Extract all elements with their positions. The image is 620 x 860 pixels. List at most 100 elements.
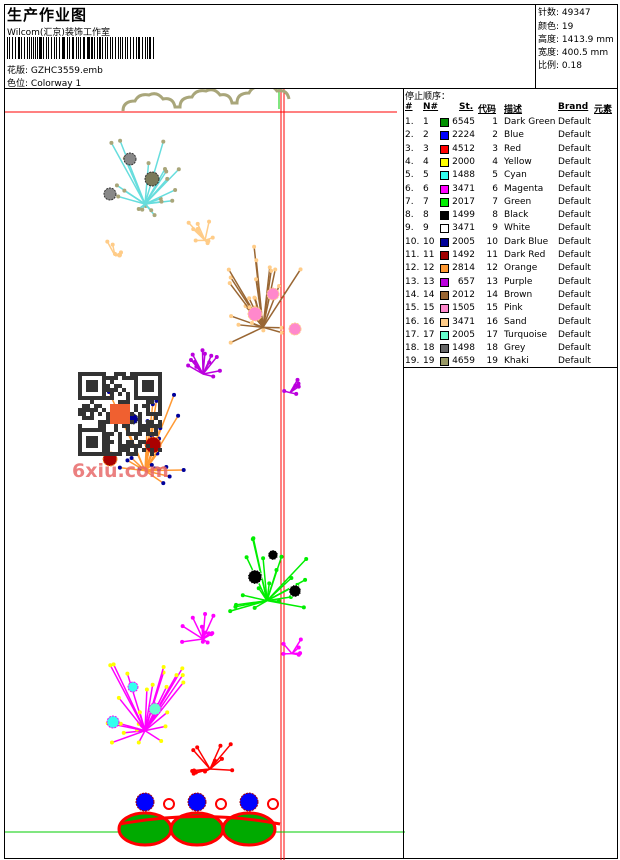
company-name: Wilcom(汇京)装饰工作室 — [7, 28, 110, 38]
row-code: 3 — [492, 143, 498, 154]
header: 生产作业图 Wilcom(汇京)装饰工作室 花版: GZHC3559.emb 色… — [4, 4, 536, 89]
row-description: Black — [504, 210, 529, 221]
row-description: Red — [504, 143, 522, 154]
table-row: 19. 19 4659 19 Khaki Default — [404, 355, 617, 368]
label: 宽度: — [538, 48, 560, 58]
color-swatch — [440, 224, 449, 234]
row-brand: Default — [558, 343, 591, 354]
design-width: 宽度: 400.5 mm — [538, 45, 608, 58]
motif — [186, 348, 222, 379]
stitch-count: 针数: 49347 — [538, 5, 591, 18]
motif — [226, 244, 303, 345]
table-row: 4. 4 2000 4 Yellow Default — [404, 156, 617, 169]
row-needle: 14 — [423, 289, 435, 300]
color-swatch — [440, 357, 449, 367]
row-needle: 13 — [423, 276, 435, 287]
row-index: 4. — [405, 156, 414, 167]
row-brand: Default — [558, 316, 591, 327]
row-needle: 12 — [423, 263, 435, 274]
col-description: 描述 — [504, 105, 523, 115]
row-needle: 16 — [423, 316, 435, 327]
row-needle: 2 — [423, 130, 429, 141]
row-needle: 3 — [423, 143, 429, 154]
row-code: 14 — [486, 289, 498, 300]
border-motif — [117, 792, 281, 847]
color-swatch — [440, 277, 449, 287]
row-stitches: 2005 — [452, 329, 475, 340]
barcode — [7, 37, 155, 59]
row-brand: Default — [558, 303, 591, 314]
row-stitches: 3471 — [452, 223, 475, 234]
row-stitches: 1499 — [452, 210, 475, 221]
color-count: 颜色: 19 — [538, 19, 573, 32]
row-brand: Default — [558, 196, 591, 207]
row-stitches: 2224 — [452, 130, 475, 141]
row-description: Green — [504, 196, 532, 207]
row-stitches: 4659 — [452, 356, 475, 367]
row-index: 9. — [405, 223, 414, 234]
row-index: 17. — [405, 329, 420, 340]
color-swatch — [440, 131, 449, 141]
row-index: 13. — [405, 276, 420, 287]
motif — [282, 377, 301, 396]
row-description: Pink — [504, 303, 523, 314]
label: 比例: — [538, 61, 560, 71]
info-panel: 针数: 49347 颜色: 19 高度: 1413.9 mm 宽度: 400.5… — [535, 4, 618, 89]
label: 高度: — [538, 35, 560, 45]
row-needle: 8 — [423, 210, 429, 221]
row-brand: Default — [558, 170, 591, 181]
row-needle: 9 — [423, 223, 429, 234]
row-needle: 5 — [423, 170, 429, 181]
row-stitches: 2012 — [452, 289, 475, 300]
color-swatch — [440, 184, 449, 194]
row-code: 4 — [492, 156, 498, 167]
row-code: 8 — [492, 210, 498, 221]
motif — [103, 138, 181, 218]
row-index: 1. — [405, 117, 414, 127]
row-stitches: 2017 — [452, 196, 475, 207]
row-needle: 17 — [423, 329, 435, 340]
row-description: Yellow — [504, 156, 532, 167]
col-index: # — [405, 102, 413, 112]
row-needle: 10 — [423, 236, 435, 247]
motif — [281, 637, 303, 657]
motif — [186, 219, 215, 246]
embroidery-artwork — [5, 89, 405, 860]
motif — [228, 536, 309, 614]
row-needle: 19 — [423, 356, 435, 367]
table-row: 13. 13 657 13 Purple Default — [404, 276, 617, 289]
row-code: 2 — [492, 130, 498, 141]
value: 0.18 — [561, 61, 582, 71]
table-row: 18. 18 1498 18 Grey Default — [404, 342, 617, 355]
row-code: 5 — [492, 170, 498, 181]
color-swatch — [440, 118, 449, 127]
motif — [105, 662, 186, 745]
row-needle: 6 — [423, 183, 429, 194]
table-row: 16. 16 3471 16 Sand Default — [404, 316, 617, 329]
value: 1413.9 mm — [561, 35, 614, 45]
label: 针数: — [538, 8, 560, 18]
row-description: Dark Red — [504, 250, 546, 260]
row-brand: Default — [558, 117, 591, 127]
row-code: 18 — [486, 343, 498, 354]
design-scale: 比例: 0.18 — [538, 58, 582, 71]
row-stitches: 2000 — [452, 156, 475, 167]
col-code: 代码 — [478, 105, 497, 115]
row-brand: Default — [558, 329, 591, 340]
col-stitches: St. — [459, 102, 474, 112]
table-row: 10. 10 2005 10 Dark Blue Default — [404, 236, 617, 249]
row-stitches: 2005 — [452, 236, 475, 247]
row-code: 11 — [486, 250, 498, 260]
color-swatch — [440, 317, 449, 327]
row-brand: Default — [558, 156, 591, 167]
value: 49347 — [561, 8, 591, 18]
row-index: 16. — [405, 316, 420, 327]
row-brand: Default — [558, 276, 591, 287]
row-brand: Default — [558, 289, 591, 300]
row-brand: Default — [558, 223, 591, 234]
notes-area — [403, 367, 618, 859]
table-row: 9. 9 3471 9 White Default — [404, 222, 617, 235]
col-needle: N# — [423, 102, 439, 112]
row-code: 15 — [486, 303, 498, 314]
row-code: 7 — [492, 196, 498, 207]
